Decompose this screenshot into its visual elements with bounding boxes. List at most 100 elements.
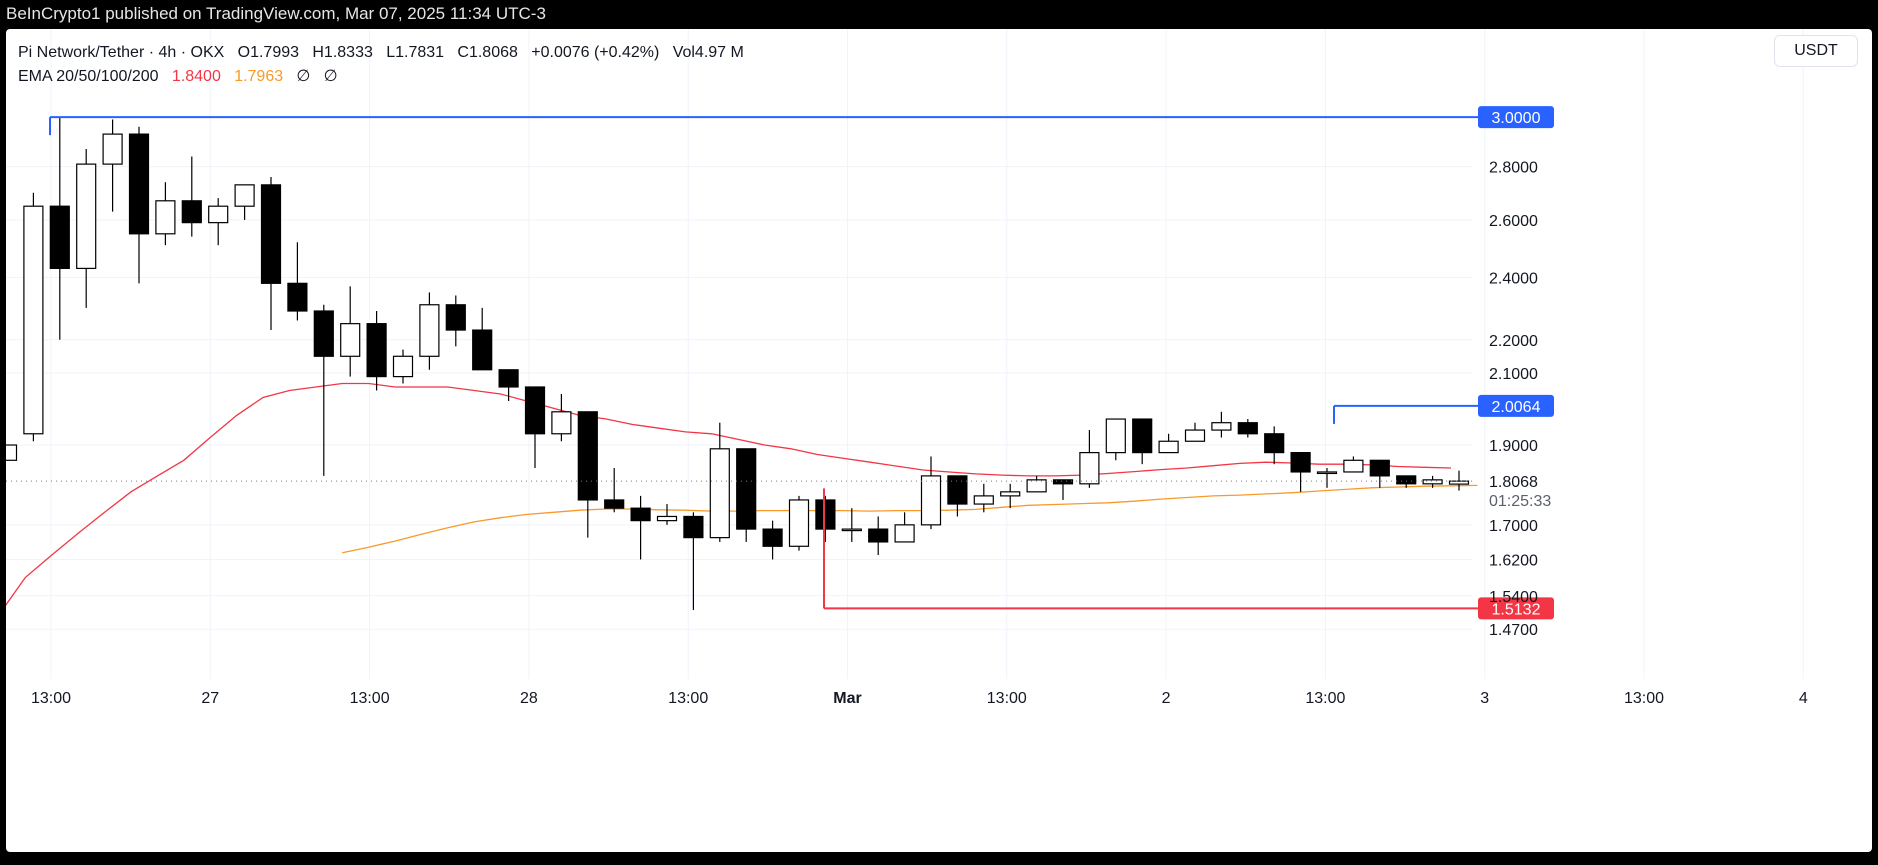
ohlc-open: O1.7993 — [237, 44, 300, 61]
candle — [683, 512, 704, 610]
candle-body-down — [260, 184, 282, 284]
time-tick-label: 13:00 — [1305, 690, 1345, 707]
price-tick-label: 1.7000 — [1489, 518, 1538, 535]
level-label: 1.5132 — [1492, 601, 1541, 618]
time-tick-label: 13:00 — [987, 690, 1027, 707]
candle-body-down — [313, 310, 334, 357]
candlestick-chart[interactable]: 3.0000 2.0064 1.5132 2.8000 2.6000 2.4000 2.2… — [6, 29, 1872, 852]
price-tick-label: 2.8000 — [1489, 160, 1538, 177]
candle — [1026, 475, 1047, 493]
candle — [340, 286, 361, 377]
candle — [76, 148, 97, 308]
symbol-name[interactable]: Pi Network/Tether · 4h · OKX — [18, 44, 225, 61]
price-axis[interactable]: 2.8000 2.6000 2.4000 2.2000 2.1000 1.9000 1.70… — [1489, 160, 1551, 640]
candle-body-down — [49, 205, 70, 270]
time-tick-label: 13:00 — [668, 690, 708, 707]
candle — [1237, 419, 1258, 438]
candle-body-up — [1000, 491, 1021, 497]
candle-body-up — [392, 355, 414, 378]
candle-body-down — [1237, 422, 1258, 435]
candle — [1132, 418, 1153, 465]
price-tick-label: 1.5400 — [1489, 589, 1538, 606]
candle-body-up — [102, 133, 123, 165]
candle — [260, 177, 282, 331]
candle-body-down — [604, 499, 625, 509]
candle-body-up — [656, 515, 678, 522]
ema-label[interactable]: EMA 20/50/100/200 — [18, 68, 159, 85]
candle — [868, 516, 889, 556]
level-label-bg — [1478, 106, 1554, 129]
price-tick-label: 1.4700 — [1489, 622, 1538, 639]
candle-body-up — [551, 411, 572, 435]
candle — [419, 292, 440, 370]
time-tick-label: 13:00 — [31, 690, 71, 707]
time-axis[interactable]: 13:00 27 13:00 28 13:00 Mar 13:00 2 13:00 3 13:00 4… — [31, 690, 1872, 707]
candle-body-up — [841, 528, 862, 532]
candle — [6, 444, 18, 461]
candle-body-up — [920, 475, 942, 526]
time-tick-label: 28 — [520, 690, 538, 707]
candle-body-down — [762, 528, 783, 547]
publish-attribution: BeInCrypto1 published on TradingView.com… — [6, 4, 546, 23]
ema20-value: 1.8400 — [171, 68, 221, 85]
candle-body-down — [287, 282, 308, 312]
candle-body-up — [788, 499, 810, 547]
candle-body-up — [1184, 429, 1206, 442]
candle — [1316, 468, 1338, 488]
candle — [577, 411, 598, 538]
time-tick-label: Mar — [833, 690, 861, 707]
price-tick-label: 2.4000 — [1489, 270, 1538, 287]
price-tick-label: 2.1000 — [1489, 366, 1538, 383]
candle-body-down — [1290, 452, 1311, 473]
candle — [524, 386, 546, 469]
candle — [604, 468, 625, 513]
candle — [155, 182, 176, 246]
candle-body-down — [1396, 475, 1417, 485]
price-tick-label: 2.2000 — [1489, 333, 1538, 350]
candle-body-down — [128, 133, 150, 235]
resistance-level: 2.0064 — [1333, 394, 1554, 424]
candle — [366, 311, 387, 391]
candle — [1369, 459, 1390, 488]
candle-body-up — [1158, 440, 1179, 454]
chart-grid — [6, 29, 1804, 679]
candle — [102, 119, 123, 212]
candle-body-down — [630, 507, 651, 522]
candle — [208, 198, 229, 246]
indicator-row[interactable]: EMA 20/50/100/200 1.8400 1.7963 ∅ ∅ — [18, 65, 744, 89]
candle — [1422, 475, 1443, 488]
candle-body-up — [1211, 422, 1232, 431]
countdown-label: 01:25:33 — [1489, 493, 1551, 510]
time-tick-label: 3 — [1480, 690, 1489, 707]
candle-body-down — [1052, 479, 1074, 485]
candle — [947, 475, 968, 517]
resistance-level: 3.0000 — [49, 106, 1554, 136]
candle — [313, 304, 334, 476]
time-tick-label: 27 — [201, 690, 219, 707]
candle — [392, 349, 414, 384]
candle — [551, 393, 572, 442]
candle — [128, 126, 150, 284]
candle-body-down — [736, 448, 757, 530]
chart-legend: Pi Network/Tether · 4h · OKX O1.7993 H1.… — [18, 41, 744, 89]
candle-body-down — [868, 528, 889, 543]
candle — [762, 520, 783, 560]
candle — [445, 295, 466, 347]
current-price-label: 1.8068 — [1489, 474, 1538, 491]
candle — [709, 422, 730, 542]
candle — [1290, 452, 1311, 492]
currency-button[interactable]: USDT — [1774, 35, 1858, 67]
horizontal-levels[interactable]: 3.0000 2.0064 1.5132 — [6, 106, 1554, 620]
chart-panel[interactable]: 3.0000 2.0064 1.5132 2.8000 2.6000 2.4000 2.2… — [6, 29, 1872, 852]
candle-body-up — [1105, 418, 1126, 454]
candle-body-up — [709, 448, 730, 539]
candle-body-down — [181, 200, 202, 224]
candle — [1000, 483, 1021, 509]
candle — [1052, 479, 1074, 500]
candle-body-up — [23, 205, 44, 435]
time-tick-label: 13:00 — [350, 690, 390, 707]
price-tick-label: 2.6000 — [1489, 213, 1538, 230]
candle-body-down — [498, 369, 519, 388]
ohlc-close: C1.8068 — [457, 44, 518, 61]
